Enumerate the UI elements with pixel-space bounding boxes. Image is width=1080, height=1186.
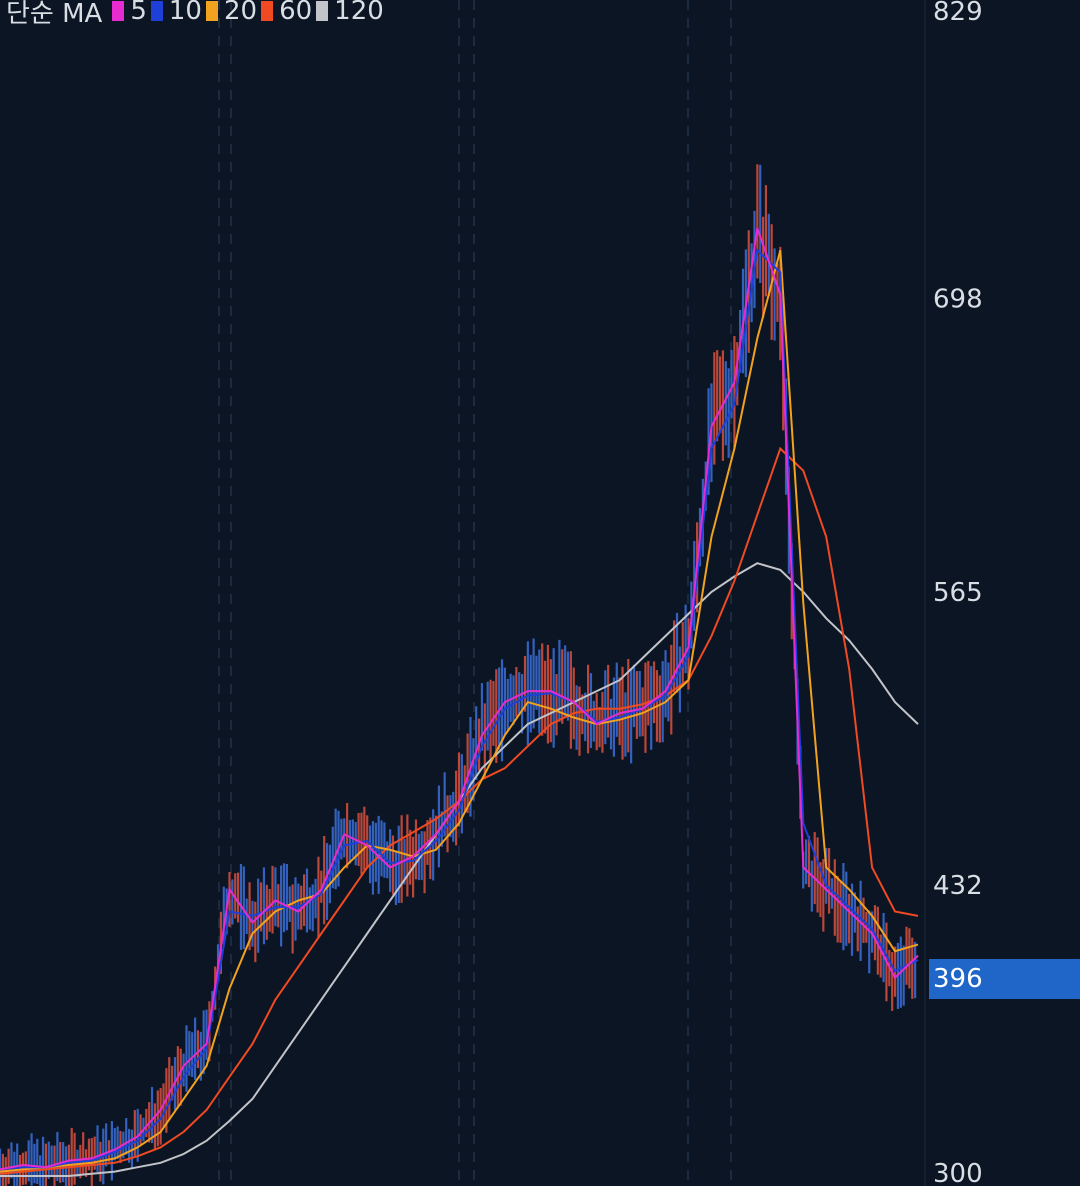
gridlines xyxy=(218,0,732,1186)
ma-line-20 xyxy=(0,250,919,1173)
legend-swatch-120 xyxy=(316,1,329,21)
y-tick-label: 698 xyxy=(933,285,983,315)
legend-title: 단순 MA xyxy=(6,0,103,29)
y-tick-label: 432 xyxy=(933,871,983,901)
moving-average-legend: 단순 MA 5 10 20 60 120 xyxy=(6,0,384,29)
y-axis-tick-labels: 829 698 565 432 300 xyxy=(933,0,983,1186)
y-tick-label: 300 xyxy=(933,1159,983,1186)
legend-label-5: 5 xyxy=(130,0,147,26)
legend-swatch-60 xyxy=(261,1,274,21)
candles xyxy=(0,164,917,1186)
current-price-tag: 396 xyxy=(929,959,1080,999)
legend-label-60: 60 xyxy=(279,0,313,26)
y-tick-label: 565 xyxy=(933,578,983,608)
legend-swatch-5 xyxy=(112,1,125,21)
ma-line-5 xyxy=(0,227,919,1171)
ma-line-10 xyxy=(0,248,919,1171)
y-tick-label: 829 xyxy=(933,0,983,27)
legend-label-20: 20 xyxy=(223,0,258,26)
legend-swatch-20 xyxy=(205,1,218,21)
moving-average-lines xyxy=(0,227,919,1177)
legend-label-10: 10 xyxy=(168,0,202,26)
legend-label-120: 120 xyxy=(334,0,384,26)
legend-swatch-10 xyxy=(150,1,163,21)
